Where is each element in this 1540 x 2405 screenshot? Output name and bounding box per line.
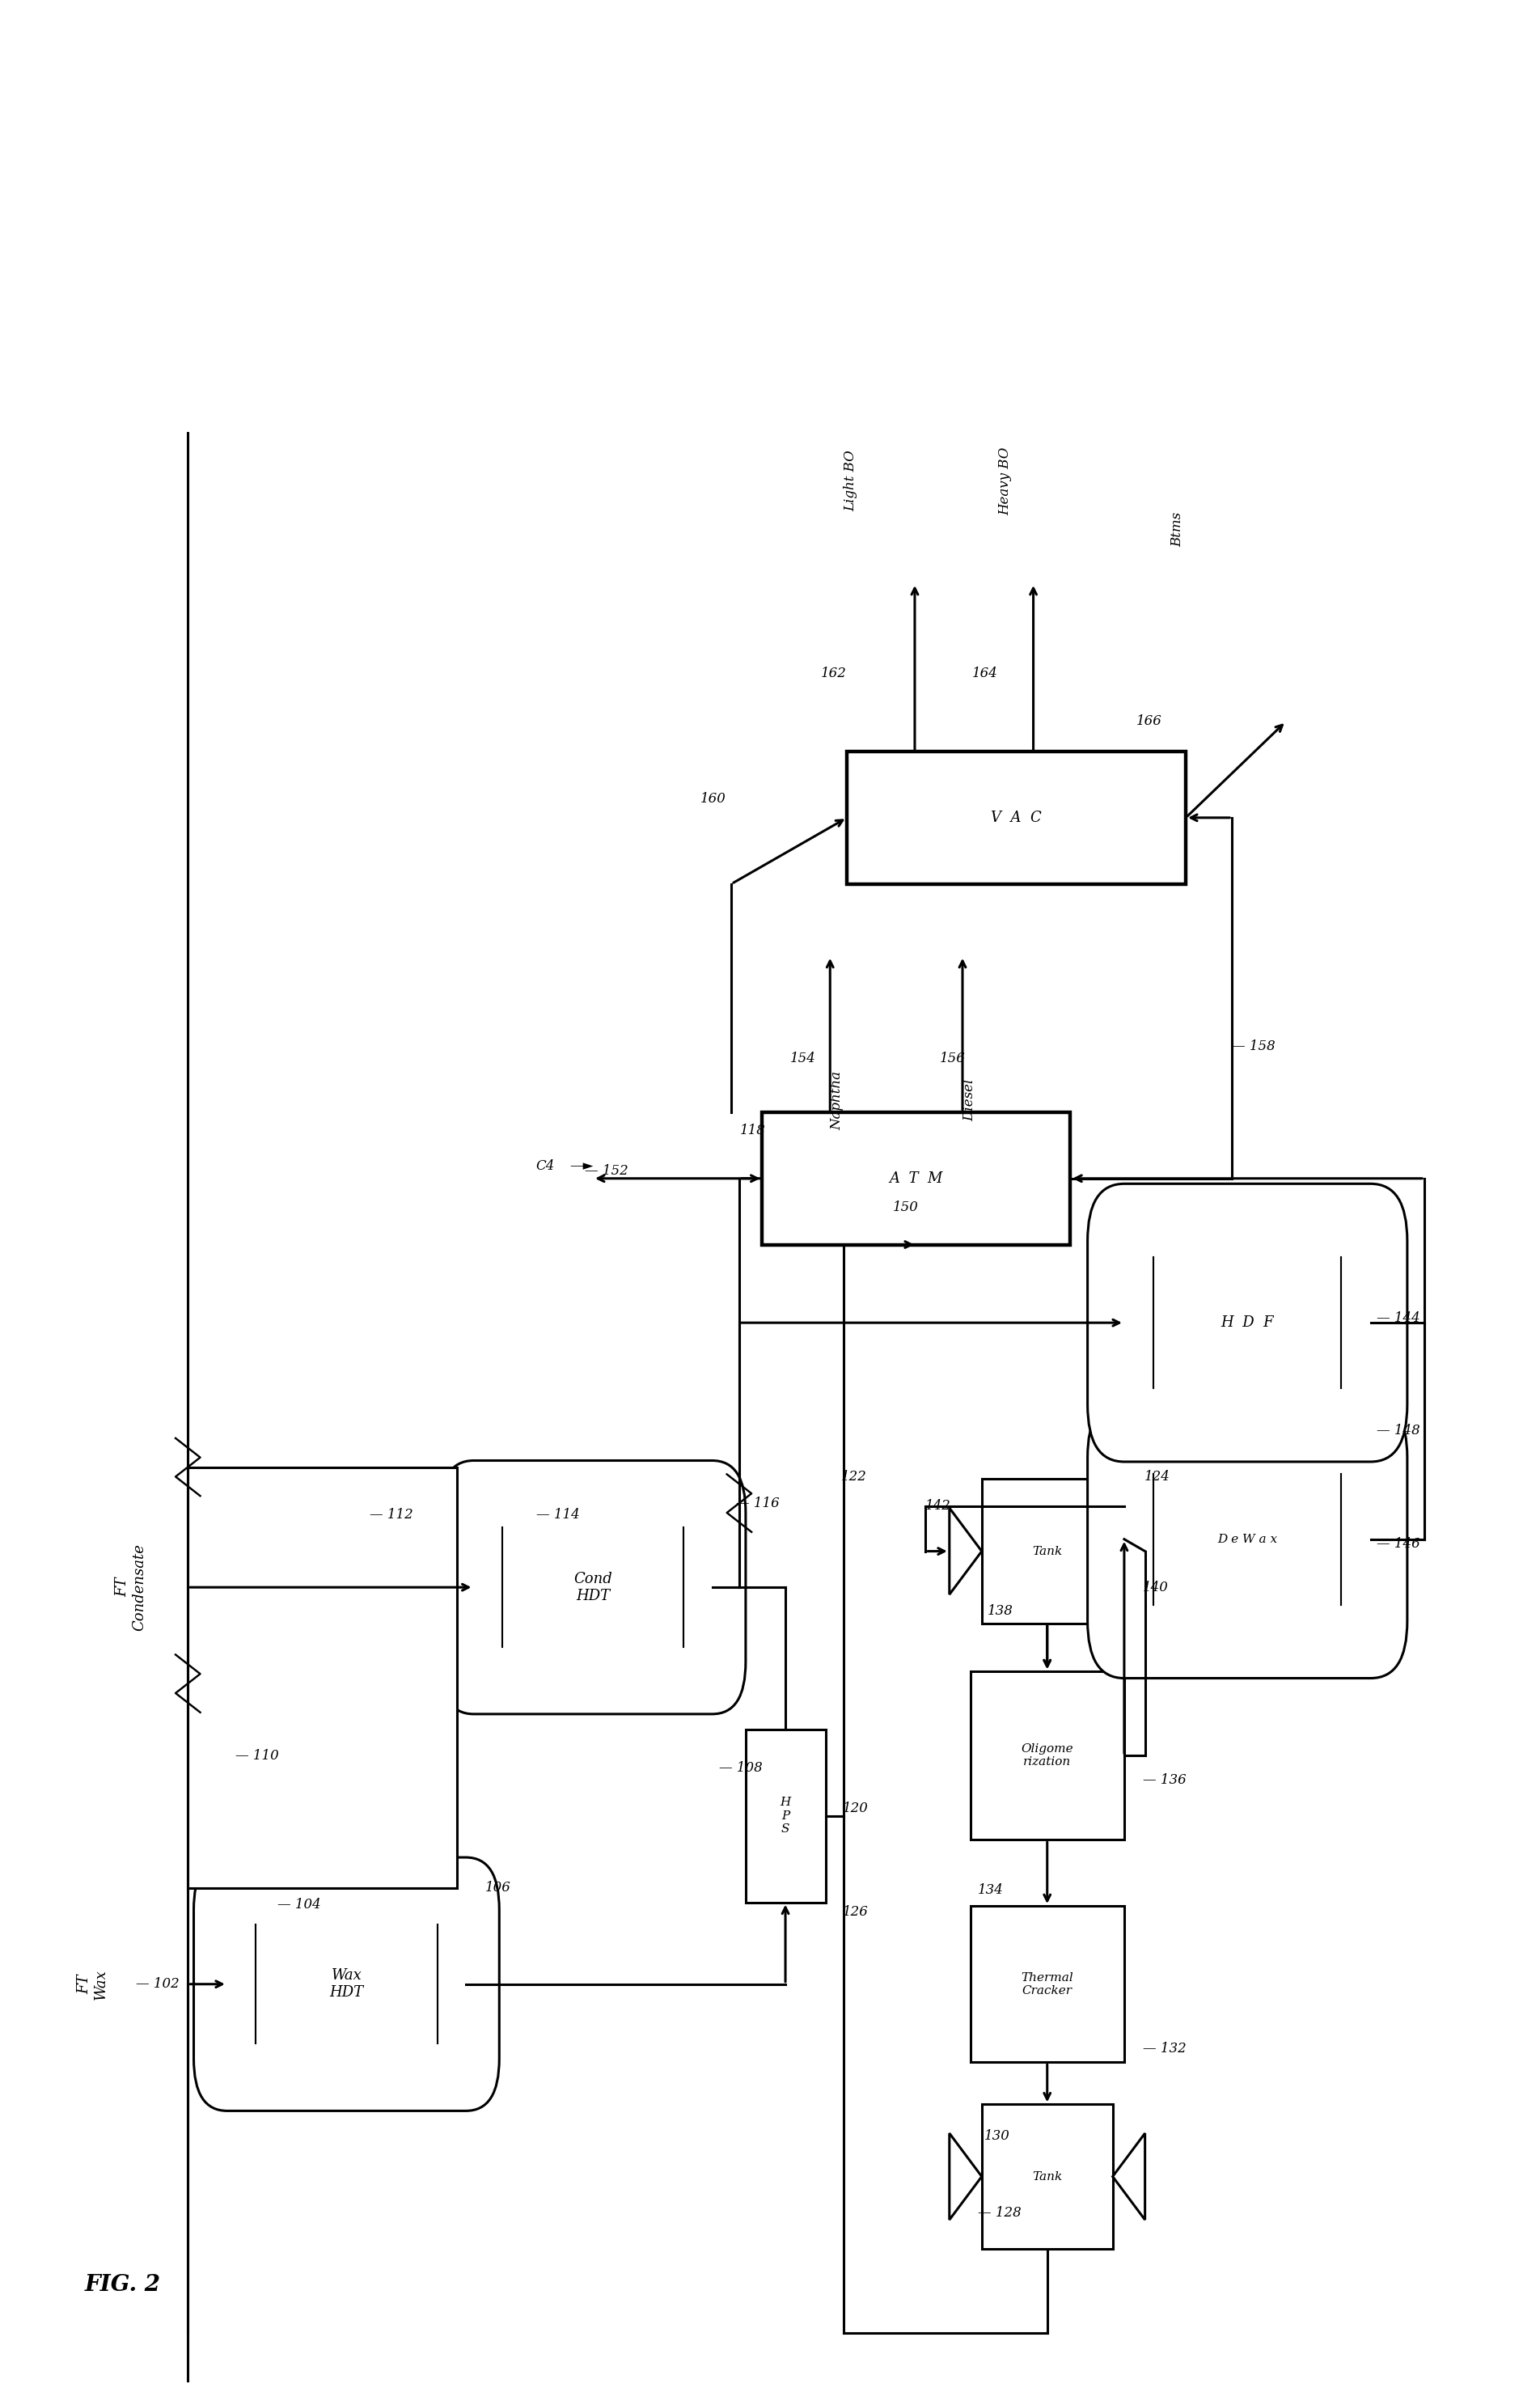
Text: 156: 156 [939,1051,966,1065]
Polygon shape [1112,2133,1144,2220]
Text: — 146: — 146 [1377,1537,1420,1551]
Polygon shape [1112,1508,1144,1595]
Bar [188,1467,457,1888]
Text: Thermal
Cracker: Thermal Cracker [1021,1972,1073,1996]
Text: 140: 140 [1143,1580,1169,1595]
Text: 160: 160 [701,791,727,806]
Text: — 114: — 114 [536,1508,579,1522]
Text: Heavy BO: Heavy BO [998,447,1012,515]
Text: Wax
HDT: Wax HDT [330,1967,363,2001]
Text: 164: 164 [972,666,998,681]
FancyBboxPatch shape [1087,1183,1408,1462]
Text: Naphtha: Naphtha [830,1070,844,1130]
Text: FT
Wax: FT Wax [77,1970,108,1999]
Text: 106: 106 [485,1881,511,1895]
Polygon shape [949,1508,983,1595]
Text: 118: 118 [739,1123,765,1138]
Text: 130: 130 [984,2128,1010,2143]
Bar [970,1671,1124,1840]
Text: H
P
S: H P S [781,1797,790,1835]
FancyBboxPatch shape [440,1460,745,1715]
Polygon shape [949,2133,983,2220]
Text: — 112: — 112 [370,1508,413,1522]
Text: 154: 154 [790,1051,816,1065]
Bar [745,1729,825,1902]
Text: 122: 122 [841,1469,867,1484]
Text: — 128: — 128 [978,2205,1021,2220]
FancyBboxPatch shape [194,1857,499,2112]
FancyBboxPatch shape [1087,1400,1408,1679]
Text: 138: 138 [987,1604,1013,1619]
Text: — 108: — 108 [719,1760,762,1775]
Text: C4: C4 [536,1159,554,1174]
Text: D e W a x: D e W a x [1218,1534,1277,1544]
Text: — 132: — 132 [1143,2042,1186,2056]
Text: Cond
HDT: Cond HDT [573,1570,613,1604]
Text: A  T  M: A T M [890,1171,942,1186]
Bar [970,1905,1124,2063]
Text: — 104: — 104 [277,1898,320,1912]
Text: — 136: — 136 [1143,1772,1186,1787]
Text: 120: 120 [842,1801,869,1816]
Text: —►: —► [570,1159,593,1174]
Text: Diesel: Diesel [962,1080,976,1121]
Text: — 148: — 148 [1377,1424,1420,1438]
Text: FT
Condensate: FT Condensate [115,1544,146,1631]
Text: Light BO: Light BO [844,450,858,512]
Text: — 110: — 110 [236,1748,279,1763]
Text: 162: 162 [821,666,847,681]
Text: Btms: Btms [1170,512,1184,546]
Text: H  D  F: H D F [1221,1316,1274,1330]
Bar [983,2104,1112,2249]
Bar [983,1479,1112,1623]
Text: 126: 126 [842,1905,869,1919]
Text: Oligome
rization: Oligome rization [1021,1744,1073,1768]
Text: 150: 150 [893,1200,919,1215]
Text: 142: 142 [926,1498,952,1513]
Text: Tank: Tank [1032,1546,1063,1556]
Bar [847,750,1186,885]
Text: — 144: — 144 [1377,1311,1420,1325]
Text: FIG. 2: FIG. 2 [85,2273,160,2297]
Bar [762,1114,1070,1246]
Text: 124: 124 [1144,1469,1170,1484]
Text: — 102: — 102 [136,1977,179,1991]
Text: 134: 134 [978,1883,1004,1898]
Text: Tank: Tank [1032,2172,1063,2181]
Text: 166: 166 [1137,714,1163,729]
Text: V  A  C: V A C [992,810,1041,825]
Text: — 152: — 152 [585,1164,628,1178]
Text: — 158: — 158 [1232,1039,1275,1053]
Text: — 116: — 116 [736,1496,779,1510]
